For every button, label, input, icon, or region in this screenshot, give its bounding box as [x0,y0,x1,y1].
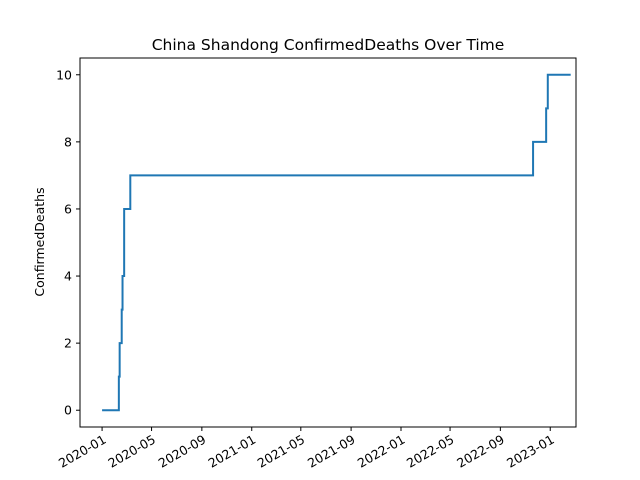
x-tick-label: 2021-01 [206,432,259,471]
chart-title: China Shandong ConfirmedDeaths Over Time [152,36,505,54]
x-axis: 2020-012020-052020-092021-012021-052021-… [56,427,557,471]
y-axis-label: ConfirmedDeaths [32,187,47,296]
x-tick-label: 2023-01 [504,432,557,471]
y-tick-label: 10 [56,67,72,82]
plot-frame [79,57,577,428]
y-tick-label: 4 [64,269,72,284]
x-tick-label: 2022-05 [404,432,457,471]
x-tick-label: 2020-05 [105,432,158,471]
x-tick-label: 2021-05 [255,432,308,471]
y-tick-label: 6 [64,201,72,216]
axes [79,57,577,428]
y-tick-label: 2 [64,336,72,351]
x-tick-label: 2020-09 [156,432,209,471]
y-tick-label: 8 [64,134,72,149]
x-tick-label: 2022-09 [454,432,507,471]
x-tick-label: 2022-01 [355,432,408,471]
x-tick-label: 2021-09 [305,432,358,471]
y-tick-label: 0 [64,403,72,418]
series-line-0 [102,73,571,412]
y-axis: 0 2 4 6 8 10 [56,67,80,418]
series-layer [102,73,571,412]
x-tick-label: 2020-01 [56,432,109,471]
